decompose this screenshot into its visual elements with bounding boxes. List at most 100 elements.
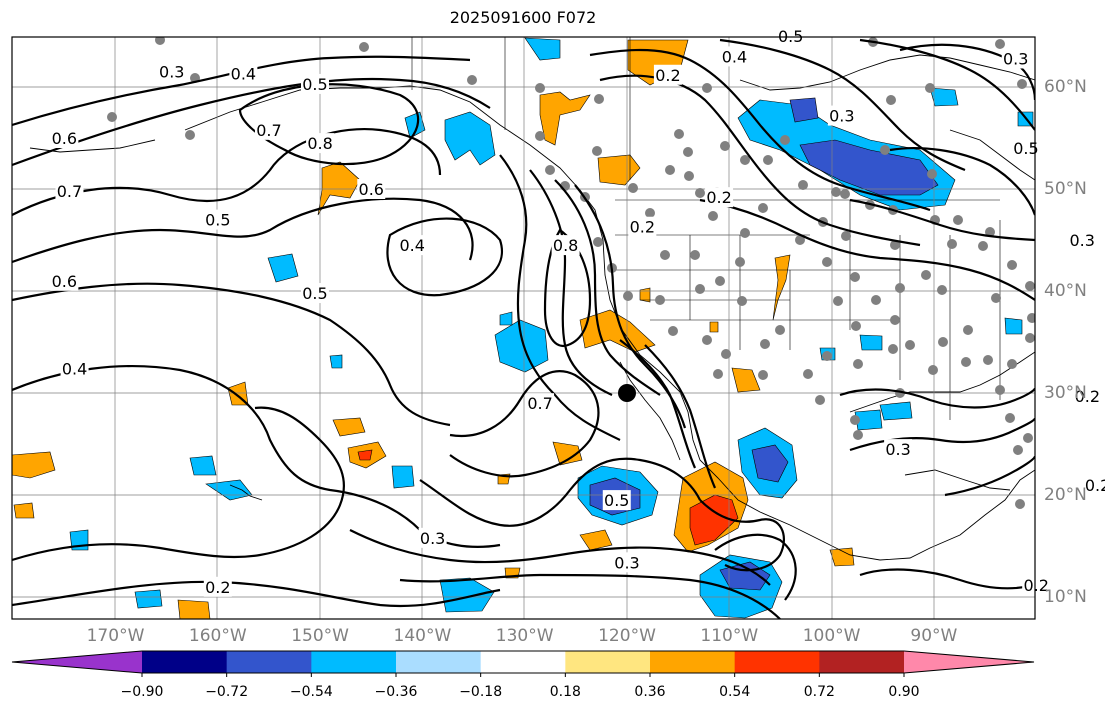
contour-label-bg <box>884 439 913 460</box>
contour-label-bg <box>526 393 555 414</box>
contour-label-bg <box>55 181 84 202</box>
map-coastlines <box>29 54 1035 561</box>
contour-label: 0.8 <box>307 134 332 153</box>
contour-label: 0.2 <box>1085 476 1105 495</box>
colorbar-segment <box>480 651 566 673</box>
lon-label: 110°W <box>700 626 759 646</box>
lon-label: 90°W <box>910 626 958 646</box>
contour-label-bg <box>1068 230 1097 250</box>
contour-label: 0.7 <box>256 121 281 140</box>
contour-label: 0.2 <box>655 66 680 85</box>
colorbar-segment <box>819 651 905 673</box>
contour-label: 0.3 <box>420 529 445 548</box>
contour-label: 0.7 <box>57 182 82 201</box>
contour-label-bg <box>705 187 734 208</box>
lat-label: 60°N <box>1044 77 1087 97</box>
contour-label-bg <box>628 216 657 237</box>
contour-label: 0.7 <box>527 394 552 413</box>
colorbar-segment <box>311 651 397 673</box>
contour-label: 0.5 <box>604 491 629 510</box>
contour-label: 0.3 <box>1070 231 1095 250</box>
lon-label: 100°W <box>802 626 861 646</box>
colorbar-segment <box>396 651 482 673</box>
lon-label: 150°W <box>291 626 349 646</box>
colorbar-segment <box>650 651 736 673</box>
contour-label-bg <box>827 105 856 126</box>
colorbar-tick-label: 0.18 <box>549 684 581 700</box>
colorbar <box>11 650 1035 677</box>
colorbar-tick-label: 0.90 <box>888 684 920 700</box>
location-marker <box>618 384 636 402</box>
lat-label: 30°N <box>1044 383 1087 403</box>
lat-label: 40°N <box>1044 281 1087 301</box>
contour-label: 0.5 <box>302 75 327 94</box>
contour-label-bg <box>1001 48 1030 69</box>
colorbar-segment <box>226 651 312 673</box>
contour-label: 0.4 <box>62 360 87 379</box>
lat-label: 10°N <box>1044 587 1087 607</box>
colorbar-tick-label: −0.36 <box>374 684 418 700</box>
contour-label-bg <box>1083 474 1105 495</box>
contour-label-bg <box>300 73 329 94</box>
lon-label: 170°W <box>86 626 145 646</box>
contour-label-bg <box>551 235 580 256</box>
contour-label: 0.4 <box>399 236 424 255</box>
contour-label: 0.5 <box>205 211 230 230</box>
contour-label-bg <box>50 270 79 291</box>
contour-label-bg <box>50 128 79 148</box>
map-title: 2025091600 F072 <box>449 8 597 27</box>
colorbar-tick-label: 0.72 <box>803 684 835 700</box>
contour-label: 0.3 <box>1003 49 1028 68</box>
colorbar-tick-label: 0.54 <box>719 684 751 700</box>
contour-label-bg <box>398 235 427 256</box>
contour-label: 0.3 <box>159 63 184 82</box>
contour-label: 0.8 <box>553 236 578 255</box>
contour-label-bg <box>602 490 631 511</box>
colorbar-extend-high <box>904 651 1034 673</box>
contour-label-bg <box>203 576 232 597</box>
contour-label-bg <box>776 26 805 46</box>
contour-label-bg <box>418 527 447 548</box>
colorbar-tick-label: −0.72 <box>205 684 249 700</box>
colorbar-segment <box>565 651 651 673</box>
lat-label: 50°N <box>1044 179 1087 199</box>
contour-label-layer: 0.3 0.4 0.5 0.6 0.7 0.8 0.7 0.6 0.5 0.4 0.6 0.5 0.4 0… <box>50 26 1105 597</box>
contour-label: 0.3 <box>885 440 910 459</box>
lon-label: 140°W <box>393 626 452 646</box>
contour-label: 0.4 <box>231 65 256 84</box>
colorbar-segment <box>734 651 820 673</box>
contour-label-bg <box>1011 138 1040 159</box>
lon-label: 160°W <box>188 626 247 646</box>
contour-label: 0.2 <box>630 218 655 237</box>
lon-label: 130°W <box>495 626 554 646</box>
contour-label-bg <box>357 179 386 199</box>
contour-label-bg <box>157 61 186 82</box>
contour-label: 0.5 <box>302 284 327 303</box>
contour-label-bg <box>203 209 232 230</box>
contour-label: 0.3 <box>614 553 639 572</box>
colorbar-tick-label: 0.36 <box>634 684 666 700</box>
contour-label-bg <box>1022 574 1051 595</box>
lon-label: 120°W <box>598 626 656 646</box>
contour-label: 0.2 <box>205 578 230 597</box>
contour-label-bg <box>300 283 329 304</box>
colorbar-tick-label: −0.18 <box>459 684 503 700</box>
contour-label: 0.3 <box>829 107 854 126</box>
lat-label: 20°N <box>1044 485 1087 505</box>
contour-label: 0.6 <box>52 129 77 148</box>
height-contours <box>12 38 1035 619</box>
contour-label-bg <box>60 358 89 379</box>
map-frame <box>11 36 1036 620</box>
colorbar-extend-low <box>12 651 142 673</box>
colorbar-segment <box>142 651 228 673</box>
contour-label-bg <box>720 46 749 67</box>
contour-label-bg <box>653 64 682 85</box>
contour-label: 0.4 <box>722 47 747 66</box>
contour-label: 0.2 <box>1023 576 1048 595</box>
colorbar-tick-label: −0.54 <box>289 684 333 700</box>
colorbar-tick-label: −0.90 <box>120 684 164 700</box>
contour-label-bg <box>254 119 283 140</box>
contour-label-bg <box>229 63 258 84</box>
contour-label: 0.6 <box>52 272 77 291</box>
